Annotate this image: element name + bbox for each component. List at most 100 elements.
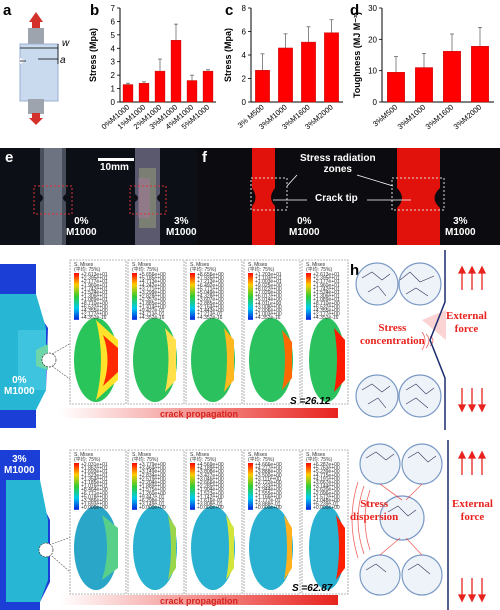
legend-value: +2.204e+00	[139, 480, 166, 486]
legend-value: +8.022e+00	[255, 286, 282, 292]
specimen-schematic: w a	[19, 12, 70, 125]
legend-value: +7.020e+00	[255, 290, 282, 296]
legend-value: +3.144e+00	[313, 484, 340, 490]
crack-propagation-label: crack propagation	[160, 596, 238, 606]
legend-value: +5.049e+00	[197, 290, 224, 296]
legend-value: +1.742e+01	[81, 286, 108, 292]
y-tick-label: 20	[368, 35, 377, 44]
legend-value: +1.960e+01	[81, 283, 108, 289]
panel-f-photo: f Stress radiation zones Crack tip 0% M1…	[197, 148, 500, 245]
legend-value: +1.742e+01	[313, 286, 340, 292]
legend-title: S, Mises	[190, 452, 210, 458]
y-tick-label: 4	[242, 51, 247, 60]
legend-value: +0.000e+00	[255, 505, 282, 511]
legend-colorbar	[132, 273, 137, 320]
legend-value: +2.613e+01	[313, 272, 340, 278]
legend-value: +6.532e+00	[313, 304, 340, 310]
legend-value: +1.524e+01	[313, 290, 340, 296]
legend-subtitle: (平均: 75%)	[306, 266, 332, 273]
legend-value: +5.656e+00	[139, 272, 166, 278]
legend-value: +0.000e+00	[81, 505, 108, 511]
clamp-bottom	[28, 99, 44, 114]
legend-value: +1.048e+00	[313, 498, 340, 504]
fem-frames-top	[69, 259, 349, 405]
legend-value: +1.524e+01	[81, 290, 108, 296]
crack-propagation-label: crack propagation	[160, 409, 238, 419]
sample-label: 3% M1000	[4, 454, 35, 476]
legend-value: +1.166e+00	[255, 494, 282, 500]
legend-value: +4.328e+00	[197, 294, 224, 300]
legend-title: S, Mises	[132, 452, 152, 458]
legend-value: +1.306e+01	[313, 294, 340, 300]
legend-value: +1.306e+01	[81, 294, 108, 300]
y-tick-label: 1	[111, 85, 116, 94]
y-tick-label: 10	[368, 67, 377, 76]
specimen-body	[19, 43, 59, 102]
legend-value: +6.298e-01	[139, 498, 165, 504]
legend-subtitle: (平均: 75%)	[132, 266, 158, 273]
legend-value: +1.693e+00	[81, 502, 108, 508]
sample-label: 0% M1000	[289, 216, 320, 238]
legend-value: +3.149e-01	[139, 502, 165, 508]
bar	[202, 70, 214, 103]
bar	[278, 47, 293, 103]
panel-e-photo: e 10mm 0% M1000 3% M1000	[0, 148, 197, 245]
legend-value: +6.492e+00	[197, 283, 224, 289]
crack-propagation-arrow	[60, 595, 338, 605]
legend-subtitle: (平均: 75%)	[306, 456, 332, 463]
legend-value: +1.003e+01	[255, 279, 282, 285]
legend-value: +1.185e+01	[81, 480, 108, 486]
y-tick-label: 2	[242, 75, 247, 84]
legend-colorbar	[306, 463, 311, 510]
sample-label: 3% M1000	[445, 216, 476, 238]
y-tick-label: 0	[111, 98, 116, 107]
s-value-top: S =26.12	[290, 396, 331, 407]
legend-value: +4.713e+00	[139, 279, 166, 285]
legend-value: +1.575e+00	[139, 487, 166, 493]
legend-title: S, Mises	[248, 452, 268, 458]
legend-value: +1.414e+00	[139, 304, 166, 310]
y-tick-label: 3	[111, 58, 116, 67]
legend-value: +2.333e+00	[255, 484, 282, 490]
legend-title: S, Mises	[306, 262, 326, 268]
legend-value: +1.089e+01	[81, 297, 108, 303]
legend-subtitle: (平均: 75%)	[74, 456, 100, 463]
panel-label-e: e	[5, 149, 14, 166]
legend-value: +2.885e+00	[197, 301, 224, 307]
bar	[154, 70, 166, 103]
legend-value: +2.096e+00	[313, 491, 340, 497]
legend-value: +2.357e+00	[139, 297, 166, 303]
y-tick-label: 4	[111, 44, 116, 53]
legend-subtitle: (平均: 75%)	[74, 266, 100, 273]
y-tick-label: 2	[111, 71, 116, 80]
legend-value: +7.213e+00	[197, 279, 224, 285]
legend-subtitle: (平均: 75%)	[248, 266, 274, 273]
legend-subtitle: (平均: 75%)	[248, 456, 274, 463]
legend-value: +2.613e+01	[81, 272, 108, 278]
legend-value: +3.149e+00	[139, 469, 166, 475]
fem-frames-bottom	[69, 449, 349, 595]
legend-value: +4.011e+00	[255, 301, 282, 307]
legend-value: +3.667e+00	[313, 480, 340, 486]
panel-label-d: d	[350, 2, 360, 19]
legend-value: +1.203e+01	[255, 272, 282, 278]
bar	[471, 46, 489, 103]
bar	[186, 80, 198, 103]
legend-value: +1.443e+00	[197, 308, 224, 314]
legend-value: +1.016e+01	[81, 484, 108, 490]
legend-value: +4.715e+00	[313, 473, 340, 479]
dim-a: a	[60, 55, 66, 66]
legend-value: +3.008e+00	[255, 304, 282, 310]
arrow-up-icon	[29, 12, 43, 22]
legend-value: +6.532e+00	[81, 304, 108, 310]
scale-label: 10mm	[100, 162, 129, 173]
legend-colorbar	[132, 463, 137, 510]
legend-value: +2.164e+00	[197, 304, 224, 310]
legend-value: +8.710e+00	[313, 301, 340, 307]
legend-value: +4.355e+00	[313, 308, 340, 314]
annotation-radiation-zones: Stress radiation zones	[300, 153, 376, 175]
stress-concentration-label: Stress concentration	[360, 322, 425, 347]
y-tick-label: 6	[242, 28, 247, 37]
legend-value: +1.003e+00	[255, 312, 282, 318]
